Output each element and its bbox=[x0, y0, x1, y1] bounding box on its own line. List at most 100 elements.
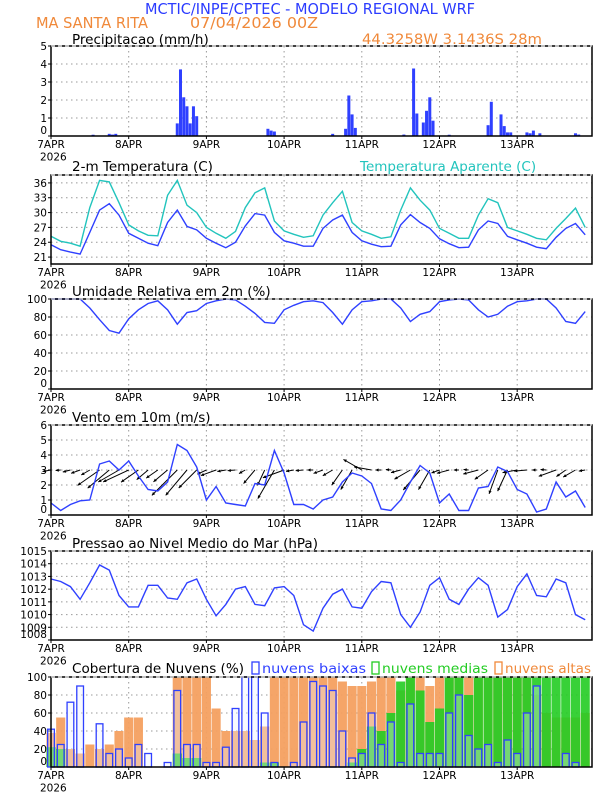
clouds-plot-frame bbox=[50, 676, 593, 768]
low-cloud-bar bbox=[328, 689, 337, 768]
pressure-x-tick-label: 13APR bbox=[500, 643, 534, 655]
wind-arrow-head bbox=[262, 475, 267, 479]
low-cloud-bar bbox=[76, 685, 85, 768]
high-cloud-bar bbox=[366, 681, 377, 767]
low-cloud-bar bbox=[416, 752, 425, 768]
temp-y-tick-label: 27 bbox=[34, 222, 47, 234]
precip-y-tick-label: 1 bbox=[40, 113, 47, 125]
pressure-y-tick-label: 1011 bbox=[20, 597, 47, 609]
run-date-label: 07/04/2026 00Z bbox=[190, 14, 318, 32]
temp-x-tick-label: 13APR bbox=[500, 267, 534, 279]
wind-arrow bbox=[497, 469, 508, 492]
mid-cloud-bar bbox=[541, 677, 551, 767]
temp-x-tick-label: 8APR bbox=[115, 267, 143, 279]
low-cloud-bar bbox=[454, 694, 463, 768]
mid-cloud-bar bbox=[260, 762, 270, 767]
temp-y-tick-label: 24 bbox=[34, 237, 48, 249]
wind-arrow-head bbox=[331, 481, 335, 486]
precip-x-tick-label: 7APR bbox=[37, 139, 65, 151]
precip-y-tick-label: 4 bbox=[40, 59, 47, 71]
pressure-y-tick-label: 1010 bbox=[20, 610, 47, 622]
mid-cloud-bar bbox=[172, 753, 182, 767]
low-cloud-bar bbox=[124, 757, 133, 768]
precip-bar bbox=[415, 113, 419, 136]
precip-bar bbox=[573, 133, 577, 136]
precip-x-tick-label: 10APR bbox=[267, 139, 301, 151]
high-cloud-bar bbox=[172, 677, 182, 767]
low-cloud-bar bbox=[367, 712, 376, 768]
precip-bar bbox=[107, 133, 111, 136]
wind-arrow-head bbox=[103, 479, 107, 483]
precip-bar bbox=[344, 128, 348, 136]
high-cloud-bar bbox=[221, 731, 231, 767]
low-cloud-bar bbox=[231, 707, 240, 768]
pressure-x-tick-label: 10APR bbox=[267, 643, 301, 655]
clouds-x-tick-label: 10APR bbox=[267, 770, 301, 782]
mid-cloud-bar bbox=[376, 731, 386, 767]
precip-x-tick-label: 13APR bbox=[500, 139, 534, 151]
precip-bar bbox=[421, 122, 425, 136]
wind-arrow bbox=[418, 469, 431, 490]
low-cloud-bar bbox=[105, 752, 114, 768]
high-cloud-bar bbox=[289, 677, 299, 767]
precip-y-tick-label: 0 bbox=[40, 125, 47, 137]
mid-cloud-bar bbox=[357, 749, 367, 767]
mid-cloud-bar bbox=[473, 677, 483, 767]
pressure-series-line bbox=[50, 564, 586, 633]
precip-bar bbox=[428, 97, 432, 136]
clouds-x-tick-label: 13APR bbox=[500, 770, 534, 782]
wind-arrow-head bbox=[394, 476, 398, 480]
precip-bar bbox=[528, 133, 532, 136]
mid-cloud-bar bbox=[425, 722, 435, 767]
wind-arrow-head bbox=[81, 472, 85, 475]
mid-cloud-bar bbox=[56, 749, 66, 767]
precip-bar bbox=[502, 126, 506, 136]
low-cloud-bar bbox=[503, 739, 512, 768]
wind-y-tick-label: 4 bbox=[40, 450, 47, 462]
pressure-y-tick-label: 1013 bbox=[20, 571, 47, 583]
mid-cloud-bar bbox=[444, 677, 454, 767]
high-cloud-bar bbox=[211, 708, 221, 767]
precip-bar bbox=[188, 123, 192, 136]
precip-x-tick-label: 8APR bbox=[115, 139, 143, 151]
wind-arrow-head bbox=[497, 487, 501, 492]
precip-bar bbox=[185, 106, 189, 136]
wind-arrow bbox=[151, 469, 178, 496]
mid-clouds-legend-swatch bbox=[371, 661, 380, 675]
clouds-y-tick-label: 20 bbox=[34, 744, 47, 756]
precip-bar bbox=[531, 130, 535, 136]
low-cloud-bar bbox=[445, 712, 454, 768]
rh-x-tick-label: 13APR bbox=[500, 392, 534, 404]
wind-arrow-head bbox=[286, 469, 290, 473]
low-cloud-bar bbox=[522, 712, 531, 768]
mid-cloud-bar bbox=[386, 713, 396, 767]
wind-arrow-head bbox=[390, 470, 395, 474]
temp-x-tick-label: 10APR bbox=[267, 267, 301, 279]
precip-bar bbox=[175, 123, 179, 136]
coordinates-label: 44.3258W 3.1436S 28m bbox=[362, 32, 542, 48]
high-cloud-bar bbox=[269, 677, 279, 767]
wind-arrow-head bbox=[463, 471, 467, 475]
low-cloud-bar bbox=[474, 748, 483, 768]
low-cloud-bar bbox=[532, 685, 541, 768]
low-cloud-bar bbox=[435, 752, 444, 768]
wind-arrow-head bbox=[136, 476, 141, 480]
low-cloud-bar bbox=[192, 743, 201, 768]
low-cloud-bar bbox=[241, 676, 250, 768]
rh-x-tick-label: 7APR bbox=[37, 392, 65, 404]
mid-cloud-bar bbox=[502, 677, 513, 767]
wind-arrow-head bbox=[42, 469, 46, 473]
wind-arrow-head bbox=[375, 468, 379, 472]
wind-arrow-head bbox=[340, 486, 344, 490]
wind-arrow-head bbox=[453, 468, 457, 472]
wind-x-tick-label: 7APR bbox=[37, 518, 65, 530]
precip-panel: 01 2 3 4 5 7APR 8APR 9APR 10APR 11APR 12APR 13APR 20… bbox=[37, 41, 593, 164]
precip-x-tick-label: 12APR bbox=[422, 139, 456, 151]
pressure-title: Pressao ao Nivel Medio do Mar (hPa) bbox=[72, 536, 318, 552]
wind-arrow-head bbox=[418, 486, 422, 490]
wind-arrow-head bbox=[71, 470, 75, 474]
wind-arrow bbox=[102, 469, 129, 483]
temp-series-line bbox=[50, 202, 586, 255]
mid-cloud-bar bbox=[434, 708, 445, 767]
low-cloud-bar bbox=[357, 752, 366, 768]
